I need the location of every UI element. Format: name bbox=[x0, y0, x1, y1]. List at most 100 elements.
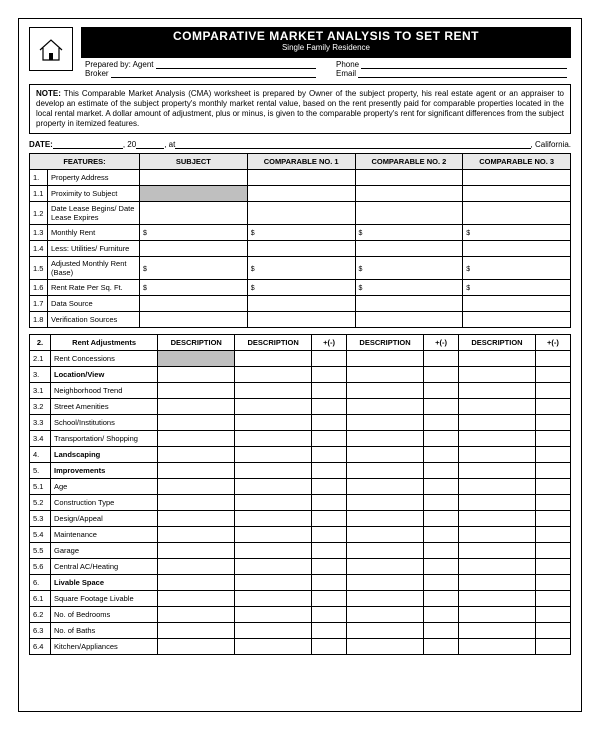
cell[interactable] bbox=[347, 511, 424, 527]
cell[interactable] bbox=[140, 312, 248, 328]
cell[interactable] bbox=[459, 591, 536, 607]
cell[interactable] bbox=[535, 479, 570, 495]
cell[interactable] bbox=[535, 559, 570, 575]
cell[interactable] bbox=[140, 241, 248, 257]
cell[interactable] bbox=[424, 607, 459, 623]
cell[interactable] bbox=[424, 495, 459, 511]
cell[interactable] bbox=[459, 623, 536, 639]
broker-line[interactable] bbox=[111, 69, 316, 78]
cell[interactable]: $ bbox=[247, 225, 355, 241]
cell[interactable] bbox=[312, 591, 347, 607]
cell[interactable] bbox=[312, 543, 347, 559]
cell[interactable] bbox=[424, 511, 459, 527]
cell[interactable] bbox=[312, 479, 347, 495]
cell[interactable] bbox=[235, 399, 312, 415]
cell[interactable] bbox=[463, 170, 571, 186]
cell[interactable] bbox=[535, 351, 570, 367]
cell[interactable] bbox=[535, 415, 570, 431]
cell[interactable] bbox=[235, 415, 312, 431]
cell[interactable] bbox=[355, 312, 463, 328]
date-blank[interactable] bbox=[53, 140, 123, 149]
cell[interactable] bbox=[312, 447, 347, 463]
cell[interactable] bbox=[463, 186, 571, 202]
year-blank[interactable] bbox=[136, 140, 164, 149]
cell[interactable] bbox=[459, 575, 536, 591]
cell[interactable] bbox=[312, 511, 347, 527]
cell[interactable] bbox=[355, 202, 463, 225]
cell[interactable] bbox=[158, 639, 235, 655]
cell[interactable] bbox=[158, 591, 235, 607]
cell[interactable]: $ bbox=[355, 280, 463, 296]
cell[interactable] bbox=[235, 511, 312, 527]
cell[interactable] bbox=[347, 527, 424, 543]
cell[interactable] bbox=[235, 351, 312, 367]
cell[interactable] bbox=[424, 575, 459, 591]
cell[interactable] bbox=[235, 383, 312, 399]
cell[interactable]: $ bbox=[355, 257, 463, 280]
cell[interactable] bbox=[312, 383, 347, 399]
cell[interactable] bbox=[312, 431, 347, 447]
cell[interactable] bbox=[459, 351, 536, 367]
cell[interactable] bbox=[459, 607, 536, 623]
cell[interactable] bbox=[424, 383, 459, 399]
cell[interactable] bbox=[535, 575, 570, 591]
cell[interactable] bbox=[424, 351, 459, 367]
cell[interactable] bbox=[424, 591, 459, 607]
cell[interactable] bbox=[158, 479, 235, 495]
cell[interactable] bbox=[347, 383, 424, 399]
cell[interactable] bbox=[235, 447, 312, 463]
cell[interactable] bbox=[463, 312, 571, 328]
cell[interactable] bbox=[247, 312, 355, 328]
cell[interactable] bbox=[347, 431, 424, 447]
cell[interactable] bbox=[312, 623, 347, 639]
cell[interactable] bbox=[459, 463, 536, 479]
cell[interactable] bbox=[312, 527, 347, 543]
cell[interactable] bbox=[158, 559, 235, 575]
cell[interactable] bbox=[459, 383, 536, 399]
cell[interactable] bbox=[424, 479, 459, 495]
cell[interactable] bbox=[247, 241, 355, 257]
cell[interactable] bbox=[459, 527, 536, 543]
cell[interactable] bbox=[235, 495, 312, 511]
cell[interactable] bbox=[347, 495, 424, 511]
cell[interactable] bbox=[140, 296, 248, 312]
cell[interactable] bbox=[424, 543, 459, 559]
cell[interactable] bbox=[235, 639, 312, 655]
cell[interactable] bbox=[535, 607, 570, 623]
cell[interactable]: $ bbox=[247, 257, 355, 280]
cell[interactable] bbox=[347, 447, 424, 463]
cell[interactable] bbox=[235, 479, 312, 495]
cell[interactable] bbox=[158, 607, 235, 623]
cell[interactable]: $ bbox=[140, 257, 248, 280]
cell[interactable] bbox=[355, 186, 463, 202]
cell[interactable] bbox=[235, 463, 312, 479]
cell[interactable]: $ bbox=[140, 280, 248, 296]
cell[interactable] bbox=[459, 447, 536, 463]
agent-line[interactable] bbox=[156, 60, 317, 69]
cell[interactable] bbox=[235, 591, 312, 607]
cell[interactable] bbox=[535, 495, 570, 511]
cell[interactable] bbox=[459, 495, 536, 511]
cell[interactable] bbox=[459, 431, 536, 447]
cell[interactable] bbox=[158, 623, 235, 639]
cell[interactable] bbox=[158, 383, 235, 399]
cell[interactable] bbox=[312, 367, 347, 383]
cell[interactable] bbox=[140, 186, 248, 202]
cell[interactable] bbox=[312, 607, 347, 623]
cell[interactable] bbox=[459, 639, 536, 655]
cell[interactable] bbox=[158, 415, 235, 431]
cell[interactable] bbox=[158, 351, 235, 367]
cell[interactable] bbox=[235, 575, 312, 591]
cell[interactable] bbox=[424, 639, 459, 655]
cell[interactable] bbox=[535, 543, 570, 559]
cell[interactable] bbox=[235, 559, 312, 575]
cell[interactable] bbox=[312, 415, 347, 431]
cell[interactable] bbox=[535, 367, 570, 383]
cell[interactable] bbox=[235, 527, 312, 543]
cell[interactable] bbox=[424, 367, 459, 383]
cell[interactable] bbox=[459, 511, 536, 527]
cell[interactable] bbox=[424, 447, 459, 463]
cell[interactable] bbox=[424, 527, 459, 543]
phone-line[interactable] bbox=[361, 60, 567, 69]
cell[interactable]: $ bbox=[247, 280, 355, 296]
